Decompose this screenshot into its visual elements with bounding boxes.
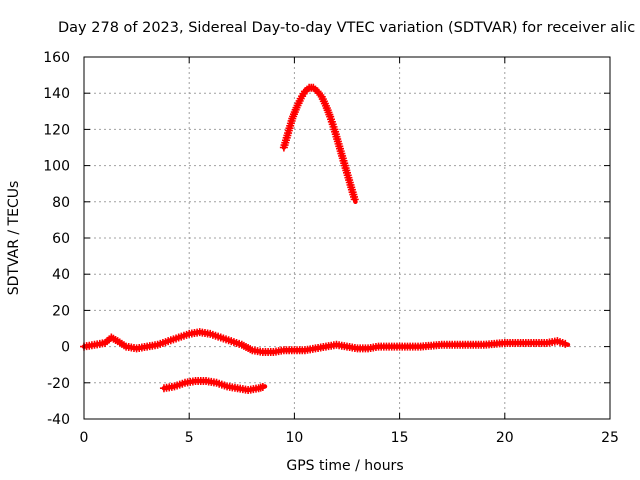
series-markers — [279, 83, 359, 204]
y-tick-label: 40 — [52, 267, 70, 283]
plot-area — [80, 83, 571, 395]
x-axis-label: GPS time / hours — [286, 458, 403, 474]
y-tick-label: 100 — [43, 159, 70, 175]
y-tick-label: 120 — [43, 122, 70, 138]
y-tick-label: 160 — [43, 50, 70, 66]
data-point-marker — [561, 339, 570, 348]
series-markers — [159, 376, 267, 395]
x-tick-label: 10 — [285, 430, 303, 446]
x-tick-label: 25 — [601, 430, 619, 446]
data-point-marker — [258, 383, 267, 392]
x-tick-label: 15 — [391, 430, 409, 446]
x-tick-label: 5 — [185, 430, 194, 446]
y-tick-label: -20 — [47, 376, 70, 392]
plot-frame — [83, 56, 611, 420]
y-tick-label: 20 — [52, 303, 70, 319]
y-tick-label: 140 — [43, 86, 70, 102]
x-tick-label: 0 — [80, 430, 89, 446]
series-lower-track — [159, 376, 268, 395]
axis-ticks: 0 5 10 15 20 25 -40 -20 0 20 40 60 80 100 120 140 160 — [43, 50, 619, 446]
y-axis-label: SDTVAR / TECUs — [6, 181, 22, 296]
x-tick-label: 20 — [496, 430, 514, 446]
series-main-track — [80, 328, 571, 357]
y-tick-label: 0 — [61, 340, 70, 356]
chart-title: Day 278 of 2023, Sidereal Day-to-day VTE… — [58, 20, 635, 36]
y-tick-label: 60 — [52, 231, 70, 247]
data-point-marker — [316, 91, 325, 100]
series-arc-track — [279, 83, 359, 205]
y-tick-label: -40 — [47, 412, 70, 428]
grid-lines — [84, 57, 610, 419]
y-tick-label: 80 — [52, 195, 70, 211]
series-markers — [80, 328, 570, 357]
data-point-marker — [350, 195, 359, 204]
